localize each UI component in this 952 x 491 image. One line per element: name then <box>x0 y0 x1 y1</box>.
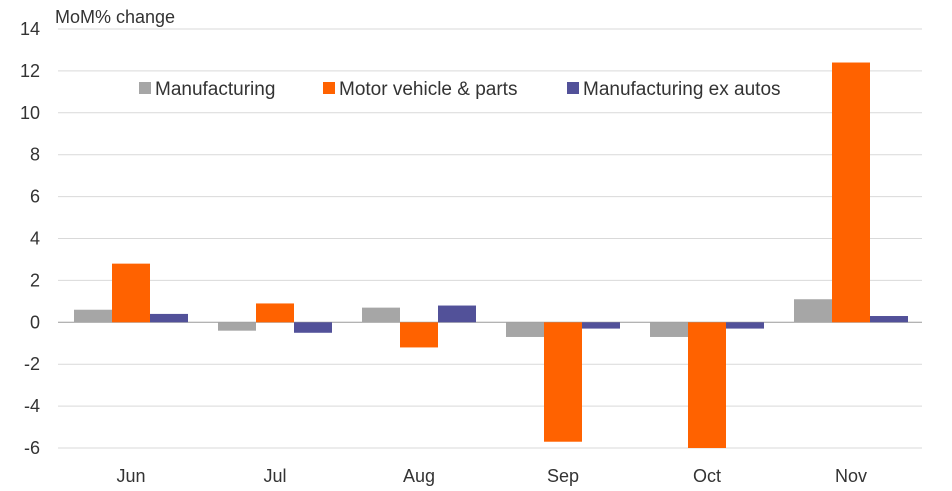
legend-label: Motor vehicle & parts <box>339 79 517 100</box>
bar-motor-vehicle-parts-jun <box>112 263 150 323</box>
bar-manufacturing-ex-autos-jun <box>150 313 188 323</box>
legend-swatch <box>139 82 151 94</box>
y-axis-tick-labels: -6 -4 -2 0 2 4 6 8 10 12 14 <box>20 19 40 458</box>
x-tick-label: Jun <box>116 466 145 486</box>
y-tick-label: 12 <box>20 61 40 81</box>
bar-manufacturing-ex-autos-aug <box>438 305 476 323</box>
x-tick-label: Nov <box>835 466 867 486</box>
bar-manufacturing-aug <box>362 307 400 323</box>
bar-motor-vehicle-parts-oct <box>688 322 726 448</box>
bar-motor-vehicle-parts-nov <box>832 62 870 323</box>
y-tick-label: -4 <box>24 396 40 416</box>
legend-label: Manufacturing ex autos <box>583 79 781 100</box>
bar-manufacturing-jun <box>74 309 112 323</box>
y-tick-label: 2 <box>30 270 40 290</box>
legend-swatch <box>323 82 335 94</box>
y-axis-title: MoM% change <box>55 7 175 27</box>
y-tick-label: 0 <box>30 312 40 332</box>
bar-motor-vehicle-parts-jul <box>256 303 294 323</box>
x-tick-label: Oct <box>693 466 721 486</box>
bar-manufacturing-ex-autos-nov <box>870 316 908 323</box>
y-tick-label: 6 <box>30 187 40 207</box>
legend-swatch <box>567 82 579 94</box>
y-tick-label: -2 <box>24 354 40 374</box>
bar-manufacturing-oct <box>650 322 688 337</box>
bar-manufacturing-jul <box>218 322 256 331</box>
x-tick-label: Jul <box>263 466 286 486</box>
bar-motor-vehicle-parts-sep <box>544 322 582 442</box>
legend-label: Manufacturing <box>155 79 275 100</box>
y-tick-label: 10 <box>20 103 40 123</box>
x-tick-label: Sep <box>547 466 579 486</box>
x-tick-label: Aug <box>403 466 435 486</box>
y-tick-label: -6 <box>24 438 40 458</box>
bar-manufacturing-nov <box>794 299 832 323</box>
y-tick-label: 8 <box>30 145 40 165</box>
y-tick-label: 4 <box>30 229 40 249</box>
bar-manufacturing-ex-autos-jul <box>294 322 332 333</box>
bar-manufacturing-ex-autos-oct <box>726 322 764 329</box>
x-axis-tick-labels: Jun Jul Aug Sep Oct Nov <box>116 466 867 486</box>
legend: Manufacturing Motor vehicle & parts Manufa… <box>139 79 781 100</box>
y-tick-label: 14 <box>20 19 40 39</box>
bar-manufacturing-ex-autos-sep <box>582 322 620 329</box>
gridlines <box>58 28 922 449</box>
bars <box>74 62 908 448</box>
bar-motor-vehicle-parts-aug <box>400 322 438 348</box>
bar-manufacturing-sep <box>506 322 544 337</box>
